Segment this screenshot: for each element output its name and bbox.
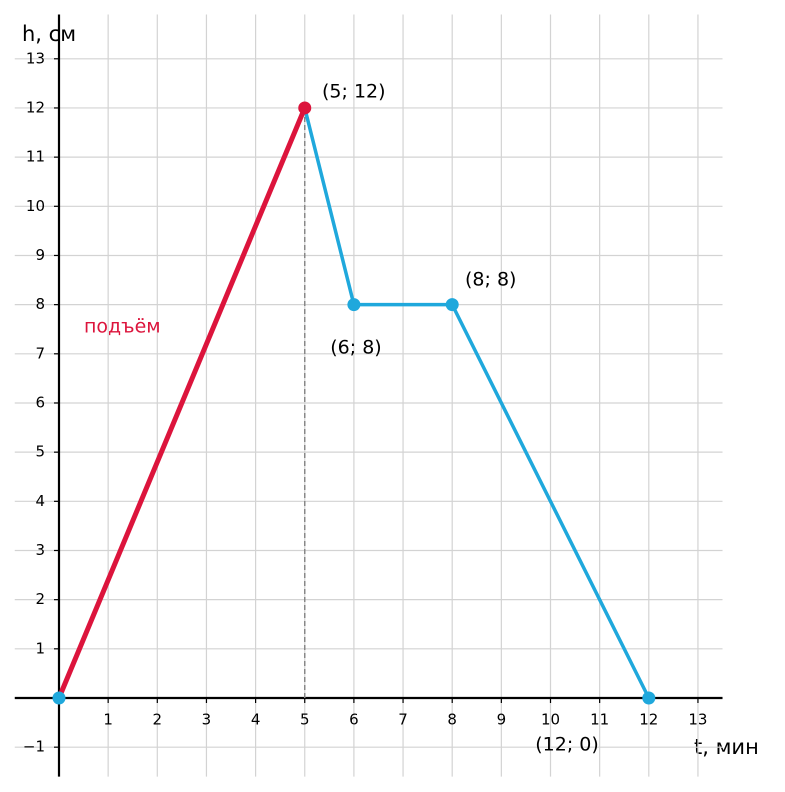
point-annotation: (6; 8) bbox=[330, 337, 381, 359]
y-tick-label: 3 bbox=[35, 541, 45, 559]
point bbox=[445, 298, 459, 312]
y-tick-label: −1 bbox=[23, 738, 45, 756]
y-tick-label: 1 bbox=[35, 639, 45, 657]
x-tick-label: 4 bbox=[251, 711, 261, 729]
line bbox=[56, 106, 308, 699]
x-tick-label: 2 bbox=[153, 711, 163, 729]
point bbox=[52, 691, 66, 705]
point bbox=[347, 298, 361, 312]
point bbox=[642, 691, 656, 705]
x-tick-label: 13 bbox=[688, 711, 707, 729]
point-annotation: (5; 12) bbox=[322, 81, 386, 103]
y-axis-label: h, см bbox=[22, 22, 76, 46]
x-tick-label: 8 bbox=[447, 711, 457, 729]
y-tick-label: 4 bbox=[35, 492, 45, 510]
point-annotation: (12; 0) bbox=[535, 734, 599, 756]
x-tick-label: 6 bbox=[349, 711, 359, 729]
y-tick-label: 11 bbox=[26, 148, 45, 166]
y-tick-label: 7 bbox=[35, 344, 45, 362]
y-tick-label: 9 bbox=[35, 246, 45, 264]
x-tick-label: 12 bbox=[639, 711, 658, 729]
point-annotation: (8; 8) bbox=[465, 269, 516, 291]
x-tick-label: 11 bbox=[590, 711, 609, 729]
y-tick-label: 8 bbox=[35, 295, 45, 313]
point bbox=[298, 101, 312, 115]
x-tick-label: 7 bbox=[398, 711, 408, 729]
x-tick-label: 10 bbox=[541, 711, 560, 729]
x-tick-label: 5 bbox=[300, 711, 310, 729]
line bbox=[303, 107, 651, 699]
y-tick-label: 13 bbox=[26, 49, 45, 67]
series-label: подъём bbox=[84, 316, 161, 338]
y-tick-label: 2 bbox=[35, 590, 45, 608]
y-tick-label: 6 bbox=[35, 393, 45, 411]
x-tick-label: 3 bbox=[202, 711, 212, 729]
y-tick-label: 5 bbox=[35, 443, 45, 461]
y-tick-label: 10 bbox=[26, 197, 45, 215]
x-tick-label: 9 bbox=[497, 711, 507, 729]
y-tick-label: 12 bbox=[26, 98, 45, 116]
x-tick-label: 1 bbox=[103, 711, 113, 729]
